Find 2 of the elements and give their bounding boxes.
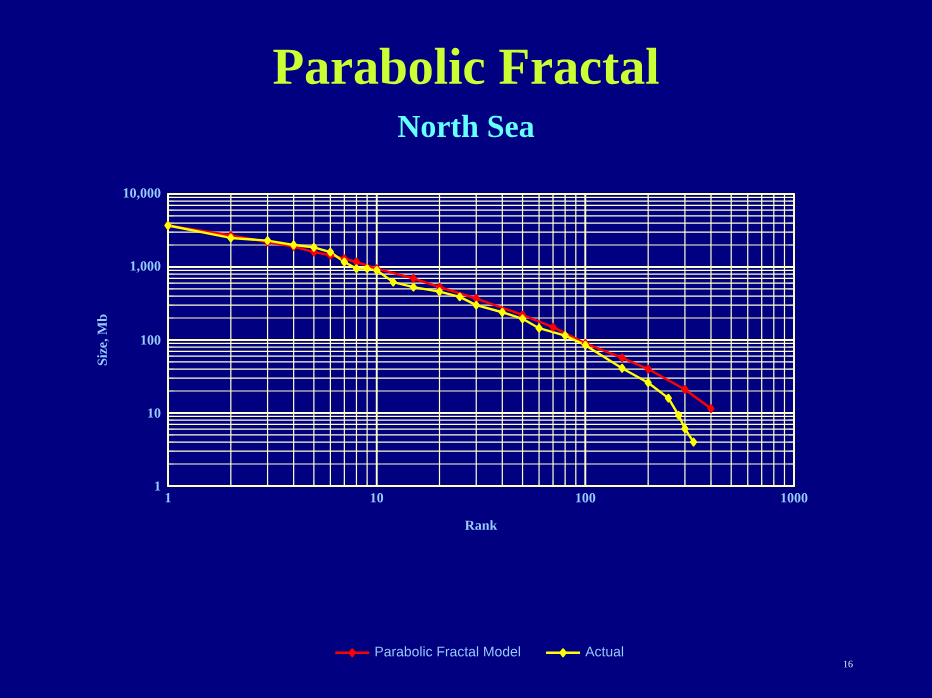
- chart-title: Parabolic Fractal: [273, 47, 659, 85]
- chart-subtitle: North Sea: [397, 114, 535, 138]
